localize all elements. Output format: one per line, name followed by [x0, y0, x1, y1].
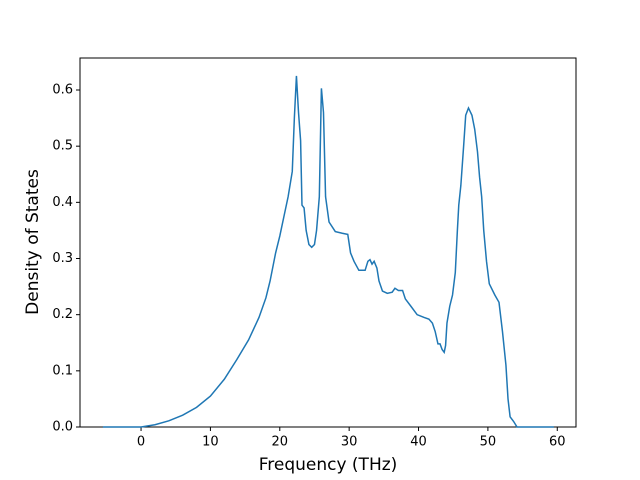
y-tick-label: 0.2: [52, 307, 73, 322]
y-tick-label: 0.5: [52, 139, 73, 154]
x-tick-label: 40: [410, 435, 427, 450]
x-tick-label: 0: [137, 435, 145, 450]
x-tick-label: 20: [272, 435, 289, 450]
x-tick-label: 30: [341, 435, 358, 450]
x-tick-label: 10: [202, 435, 219, 450]
y-tick-label: 0.1: [52, 363, 73, 378]
x-tick-label: 60: [549, 435, 566, 450]
y-axis-label: Density of States: [23, 169, 43, 315]
y-tick-label: 0.0: [52, 420, 73, 435]
axes-frame: [79, 57, 577, 428]
x-axis-label: Frequency (THz): [259, 455, 398, 475]
y-tick-label: 0.3: [52, 251, 73, 266]
y-tick-label: 0.6: [52, 83, 73, 98]
y-tick-label: 0.4: [52, 195, 73, 210]
x-tick-label: 50: [480, 435, 497, 450]
line: [102, 75, 554, 428]
